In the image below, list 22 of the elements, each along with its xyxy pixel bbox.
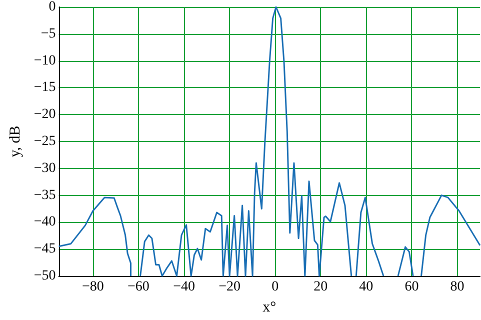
y-tick-label: 0 bbox=[48, 0, 56, 14]
y-axis-title: y, dB bbox=[8, 126, 24, 158]
y-tick-label: −35 bbox=[34, 188, 56, 203]
x-tick-label: 80 bbox=[450, 280, 464, 294]
x-tick-label: −20 bbox=[218, 280, 241, 294]
x-tick-label: 60 bbox=[404, 280, 419, 294]
y-tick-label: −25 bbox=[34, 134, 56, 149]
x-tick-label: −60 bbox=[128, 280, 150, 294]
x-tick-label: −40 bbox=[173, 280, 195, 294]
y-tick-label: −30 bbox=[34, 160, 56, 176]
x-tick-label: 0 bbox=[272, 280, 279, 294]
y-tick-label: −5 bbox=[40, 26, 56, 42]
y-tick-label: −40 bbox=[34, 214, 56, 230]
y-tick-label: −45 bbox=[34, 242, 56, 257]
y-tick-label: −15 bbox=[34, 80, 56, 96]
y-tick-label: −50 bbox=[34, 268, 56, 284]
y-tick-label: −10 bbox=[34, 53, 56, 68]
x-tick-label: 40 bbox=[359, 280, 374, 294]
x-tick-label: 20 bbox=[314, 280, 328, 294]
x-tick-label: −80 bbox=[82, 280, 104, 294]
y-tick-label: −20 bbox=[34, 107, 56, 122]
x-axis-title: x° bbox=[262, 300, 276, 316]
